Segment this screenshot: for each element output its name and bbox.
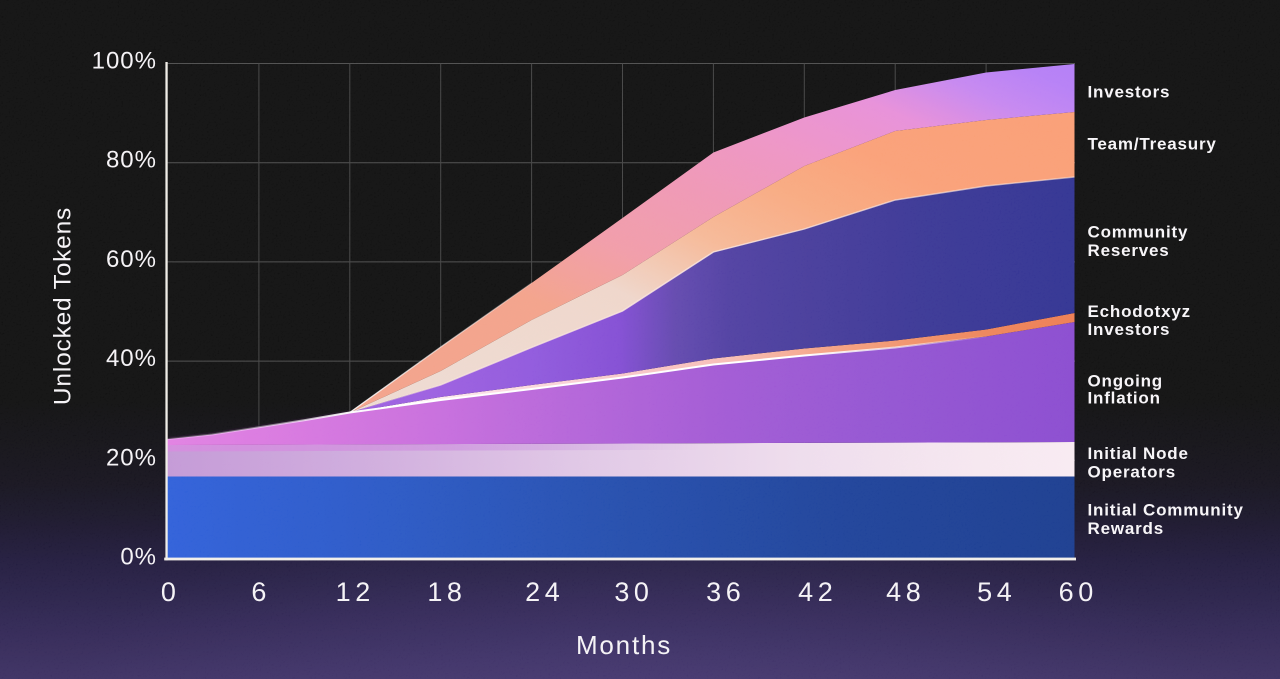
- svg-text:6: 6: [251, 577, 271, 607]
- svg-text:Rewards: Rewards: [1088, 519, 1164, 538]
- svg-text:24: 24: [525, 577, 564, 607]
- svg-text:Months: Months: [576, 630, 672, 660]
- svg-text:54: 54: [977, 577, 1016, 607]
- svg-text:60%: 60%: [106, 246, 157, 273]
- svg-text:36: 36: [706, 577, 745, 607]
- svg-text:Operators: Operators: [1088, 462, 1176, 481]
- svg-text:30: 30: [614, 577, 653, 607]
- svg-text:Investors: Investors: [1088, 320, 1171, 339]
- svg-text:Inflation: Inflation: [1088, 389, 1161, 408]
- svg-text:0%: 0%: [120, 544, 157, 571]
- svg-text:Initial Community: Initial Community: [1088, 501, 1244, 520]
- svg-text:42: 42: [798, 577, 837, 607]
- svg-text:48: 48: [886, 577, 925, 607]
- svg-text:Unlocked Tokens: Unlocked Tokens: [50, 207, 77, 405]
- svg-text:20%: 20%: [106, 444, 157, 471]
- svg-text:Echodotxyz: Echodotxyz: [1088, 302, 1191, 321]
- svg-text:Ongoing: Ongoing: [1088, 372, 1163, 391]
- svg-text:Investors: Investors: [1088, 83, 1171, 102]
- svg-text:Initial Node: Initial Node: [1088, 444, 1189, 463]
- svg-text:Team/Treasury: Team/Treasury: [1088, 135, 1217, 154]
- svg-text:100%: 100%: [92, 48, 157, 75]
- svg-text:60: 60: [1059, 577, 1098, 607]
- svg-text:80%: 80%: [106, 147, 157, 174]
- svg-text:40%: 40%: [106, 345, 157, 372]
- svg-text:0: 0: [161, 577, 181, 607]
- svg-text:Community: Community: [1088, 223, 1189, 242]
- svg-text:18: 18: [427, 577, 466, 607]
- svg-text:12: 12: [336, 577, 375, 607]
- svg-text:Reserves: Reserves: [1088, 241, 1170, 260]
